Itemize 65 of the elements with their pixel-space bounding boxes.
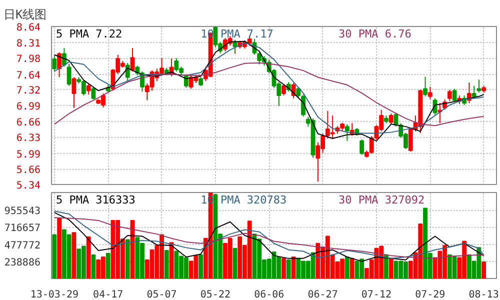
candlestick <box>52 54 57 72</box>
x-tick-label: 13-03-29 <box>30 290 79 300</box>
x-tick-label: 07-29 <box>415 290 446 300</box>
candlestick <box>184 74 188 88</box>
y-tick-label: 7.32 <box>16 86 41 97</box>
x-tick-label: 07-12 <box>361 290 392 300</box>
candlestick <box>125 62 130 82</box>
bar <box>164 250 169 278</box>
candlestick <box>360 138 364 156</box>
y-tick-label: 5.66 <box>16 165 41 176</box>
bar <box>282 258 286 278</box>
candlestick <box>86 82 91 95</box>
x-tick-label: 06-27 <box>308 290 338 300</box>
series-label: 5 PMA 7.22 <box>56 28 122 40</box>
y-tick-label: 7.98 <box>16 54 41 66</box>
bar <box>384 254 388 278</box>
candlestick <box>282 83 286 96</box>
candlestick <box>301 94 306 118</box>
x-tick-label: 05-22 <box>200 290 231 300</box>
candlestick <box>91 86 96 100</box>
x-tick-label: 06-06 <box>254 290 284 300</box>
x-tick-label: 04-17 <box>93 290 124 300</box>
bar <box>482 262 486 278</box>
y-tick-label: 955543 <box>4 206 40 218</box>
candlestick <box>423 76 428 97</box>
y-tick-label: 6.33 <box>16 133 41 144</box>
text: 30 PMA 6.76 <box>338 28 412 40</box>
y-tick-label: 6.66 <box>16 117 41 128</box>
bar <box>86 236 91 278</box>
candlestick <box>388 113 394 125</box>
y-tick-label: 5.99 <box>16 149 41 160</box>
y-tick-label: 5.34 <box>16 180 41 192</box>
bar <box>350 258 354 278</box>
candlestick <box>66 63 72 86</box>
bar <box>232 248 238 278</box>
bar <box>106 252 110 278</box>
line-series <box>54 62 484 126</box>
bar <box>72 232 76 278</box>
candlestick <box>447 89 452 102</box>
text: 30 PMA 327092 <box>338 194 425 206</box>
y-tick-label: 716657 <box>4 223 40 234</box>
bar <box>125 239 130 278</box>
x-tick-label: 05-07 <box>146 290 177 300</box>
candlestick <box>472 85 476 99</box>
candlestick <box>476 79 482 94</box>
y-tick-label: 7.64 <box>16 70 41 82</box>
candlestick <box>344 124 350 142</box>
bar <box>344 256 350 278</box>
bar <box>388 258 394 278</box>
bar <box>57 218 62 278</box>
y-tick-label: 6.99 <box>16 102 41 112</box>
bar <box>91 254 96 278</box>
chart-title: 日K线图 <box>4 8 47 22</box>
candlestick <box>428 86 432 100</box>
bar <box>286 259 291 278</box>
y-tick-label: 8.31 <box>16 38 41 50</box>
x-tick-label: 08-13 <box>468 290 499 300</box>
candlestick <box>72 76 76 108</box>
bar <box>52 234 57 278</box>
y-tick-label: 8.64 <box>16 22 41 34</box>
bar <box>198 254 204 278</box>
series-label: 5 PMA 316333 <box>56 194 136 206</box>
y-tick-label: 238886 <box>4 257 40 268</box>
candlestick <box>452 88 457 103</box>
y-tick-label: 477772 <box>4 240 40 252</box>
